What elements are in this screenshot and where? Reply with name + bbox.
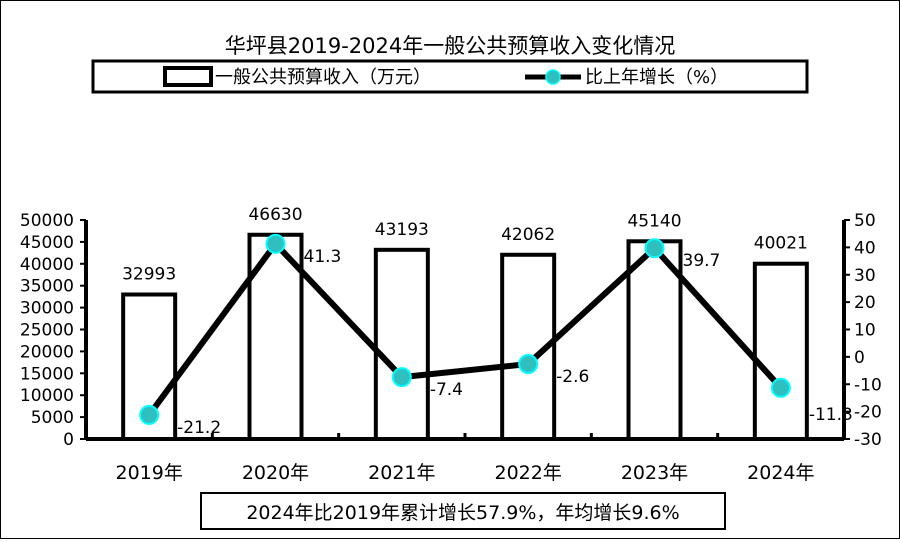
legend-bar-swatch	[163, 66, 213, 87]
footnote-box	[200, 492, 726, 530]
left-tick-label: 15000	[20, 364, 74, 384]
growth-marker	[770, 377, 791, 398]
chart-title: 华坪县2019-2024年一般公共预算收入变化情况	[225, 34, 675, 58]
right-tick-label: 50	[854, 211, 876, 231]
right-tick-label: -20	[854, 403, 882, 423]
legend-line-marker	[545, 69, 561, 85]
right-tick-label: 10	[854, 321, 876, 341]
growth-marker	[644, 238, 665, 259]
left-tick-label: 10000	[20, 386, 74, 406]
growth-value-label: -21.2	[177, 418, 221, 438]
right-tick-label: 40	[854, 238, 876, 258]
x-tick-label: 2019年	[115, 462, 182, 484]
bar-value-label: 32993	[122, 264, 176, 284]
right-tick-label: 30	[854, 266, 876, 286]
bar-value-label: 42062	[501, 225, 555, 245]
growth-value-label: 41.3	[304, 247, 342, 267]
x-tick-label: 2023年	[621, 462, 688, 484]
left-tick-label: 50000	[20, 211, 74, 231]
growth-value-label: -7.4	[430, 380, 463, 400]
left-tick-label: 30000	[20, 299, 74, 319]
growth-marker	[139, 404, 160, 425]
bar	[373, 247, 430, 441]
bar-value-label: 46630	[248, 205, 302, 225]
left-tick-label: 0	[63, 430, 74, 450]
bar-value-label: 45140	[627, 211, 681, 231]
right-tick-label: -30	[854, 430, 882, 450]
x-tick-label: 2024年	[747, 462, 814, 484]
left-tick-label: 35000	[20, 277, 74, 297]
bar-value-label: 40021	[754, 234, 808, 254]
right-tick-label: -10	[854, 375, 882, 395]
left-tick-label: 40000	[20, 255, 74, 275]
left-tick-label: 20000	[20, 342, 74, 362]
x-tick-label: 2021年	[368, 462, 435, 484]
x-tick-label: 2020年	[242, 462, 309, 484]
footnote-text: 2024年比2019年累计增长57.9%，年均增长9.6%	[246, 502, 679, 524]
growth-marker	[265, 233, 286, 254]
left-tick-label: 45000	[20, 233, 74, 253]
bar	[626, 239, 683, 441]
bar	[121, 292, 178, 441]
right-tick-label: 20	[854, 293, 876, 313]
growth-line	[146, 240, 784, 417]
left-tick-label: 5000	[31, 408, 74, 428]
left-tick-label: 25000	[20, 321, 74, 341]
right-tick-label: 0	[854, 348, 865, 368]
growth-marker	[391, 367, 412, 388]
legend-line-label: 比上年增长（%）	[585, 67, 728, 88]
growth-value-label: -11.3	[809, 405, 853, 425]
growth-value-label: -2.6	[556, 367, 589, 387]
bar	[752, 261, 809, 441]
plot-area: 0500010000150002000025000300003500040000…	[20, 205, 882, 484]
legend-bar-label: 一般公共预算收入（万元）	[215, 67, 431, 88]
bar-value-label: 43193	[375, 220, 429, 240]
growth-value-label: 39.7	[683, 251, 721, 271]
x-tick-label: 2022年	[494, 462, 561, 484]
growth-marker	[518, 353, 539, 374]
